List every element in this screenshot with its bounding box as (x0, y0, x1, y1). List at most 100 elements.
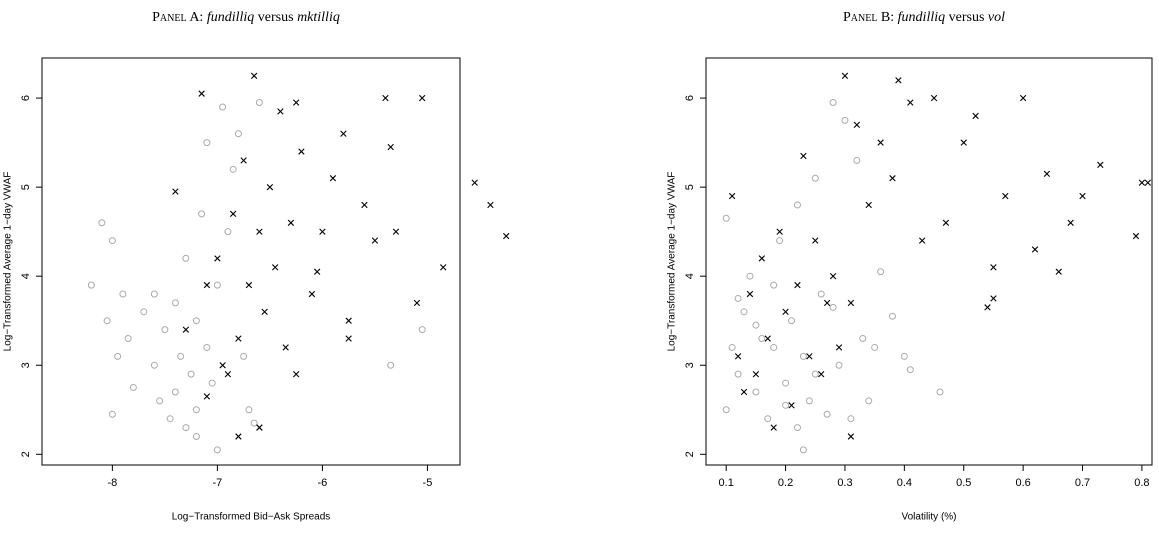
x-marker (256, 228, 263, 235)
circle-marker (805, 397, 813, 405)
circle-marker (770, 281, 778, 289)
y-axis-label: Log−Transformed Average 1−day VWAF (667, 172, 678, 352)
x-marker (752, 370, 760, 378)
y-tick-label: 3 (20, 362, 32, 368)
circle-marker (793, 424, 801, 432)
circle-marker (177, 352, 185, 360)
x-marker (788, 402, 795, 409)
y-axis-label: Log−Transformed Average 1−day VWAF (3, 172, 14, 352)
circle-marker (192, 433, 200, 441)
circle-marker (752, 321, 760, 329)
title-part: versus (945, 10, 984, 25)
circle-marker (182, 424, 190, 432)
circle-marker (811, 174, 819, 182)
x-marker (271, 264, 279, 271)
x-tick-label: 0.2 (778, 477, 793, 489)
circle-marker (140, 308, 148, 316)
x-marker (1002, 192, 1009, 200)
x-tick-label: 0.8 (1134, 477, 1149, 489)
x-marker (277, 108, 284, 115)
x-marker (740, 388, 748, 396)
x-marker (345, 317, 352, 324)
y-tick-label: 2 (684, 451, 696, 457)
x-tick-label: -7 (213, 477, 223, 489)
circle-marker (734, 370, 742, 378)
circle-marker (198, 210, 206, 218)
circle-marker (847, 415, 855, 423)
x-tick-label: 0.5 (956, 477, 971, 489)
circle-marker (150, 361, 158, 369)
x-marker (835, 344, 843, 351)
x-marker (1144, 179, 1152, 186)
circle-marker (865, 397, 873, 405)
circle-marker (129, 384, 137, 392)
x-marker (387, 143, 394, 151)
title-part: Panel B: (843, 10, 894, 25)
circle-marker (782, 379, 790, 387)
circle-marker (782, 401, 790, 409)
x-tick-label: 0.4 (897, 477, 912, 489)
circle-marker (859, 335, 867, 343)
x-marker (895, 77, 902, 84)
y-tick-label: 6 (684, 95, 696, 101)
x-marker (812, 237, 819, 244)
circle-marker (98, 219, 106, 227)
x-marker (990, 295, 997, 302)
circle-marker (208, 379, 216, 387)
x-marker (853, 121, 861, 128)
circle-marker (888, 312, 896, 320)
circle-marker (793, 201, 801, 209)
circle-marker (788, 317, 796, 325)
x-axis-label: Log−Transformed Bid−Ask Spreads (172, 512, 331, 523)
circle-marker (752, 388, 760, 396)
x-axis-label: Volatility (%) (901, 512, 956, 523)
x-marker (847, 299, 855, 307)
x-marker (1043, 170, 1051, 177)
circle-marker (213, 446, 221, 454)
circle-marker (108, 410, 116, 418)
circle-marker (224, 228, 232, 236)
x-marker (865, 201, 872, 209)
circle-marker (728, 343, 736, 351)
x-marker (329, 175, 337, 182)
panel-title: Panel B: fundilliq versus vol (843, 10, 1005, 25)
circle-marker (192, 406, 200, 414)
x-marker (942, 219, 950, 226)
x-marker (392, 228, 400, 235)
x-tick-label: -6 (318, 477, 328, 489)
x-marker (758, 255, 766, 262)
x-marker (877, 139, 884, 146)
x-marker (203, 393, 211, 400)
x-marker (823, 299, 831, 307)
x-marker (361, 201, 368, 209)
title-part: mktilliq (294, 10, 340, 25)
circle-marker (871, 343, 879, 351)
x-tick-label: -8 (107, 477, 117, 489)
circle-marker (103, 317, 111, 325)
x-marker (829, 273, 837, 280)
circle-marker (906, 366, 914, 374)
x-tick-label: 0.7 (1075, 477, 1090, 489)
x-marker (245, 281, 253, 289)
x-marker (1031, 246, 1039, 253)
circle-marker (150, 290, 158, 298)
x-marker (776, 228, 783, 235)
circle-marker (740, 308, 748, 316)
circle-marker (853, 156, 861, 164)
x-marker (960, 139, 967, 146)
x-marker (794, 281, 801, 289)
x-marker (770, 424, 777, 431)
x-marker (282, 344, 289, 351)
x-marker (1067, 219, 1074, 226)
x-marker (503, 232, 510, 240)
x-marker (440, 264, 447, 271)
circle-marker (203, 343, 211, 351)
circle-marker (187, 370, 195, 378)
x-marker (256, 424, 263, 431)
circle-marker (829, 99, 837, 107)
circle-marker (841, 116, 849, 124)
x-marker (1132, 232, 1140, 240)
circle-marker (166, 415, 174, 423)
circle-marker (811, 370, 819, 378)
